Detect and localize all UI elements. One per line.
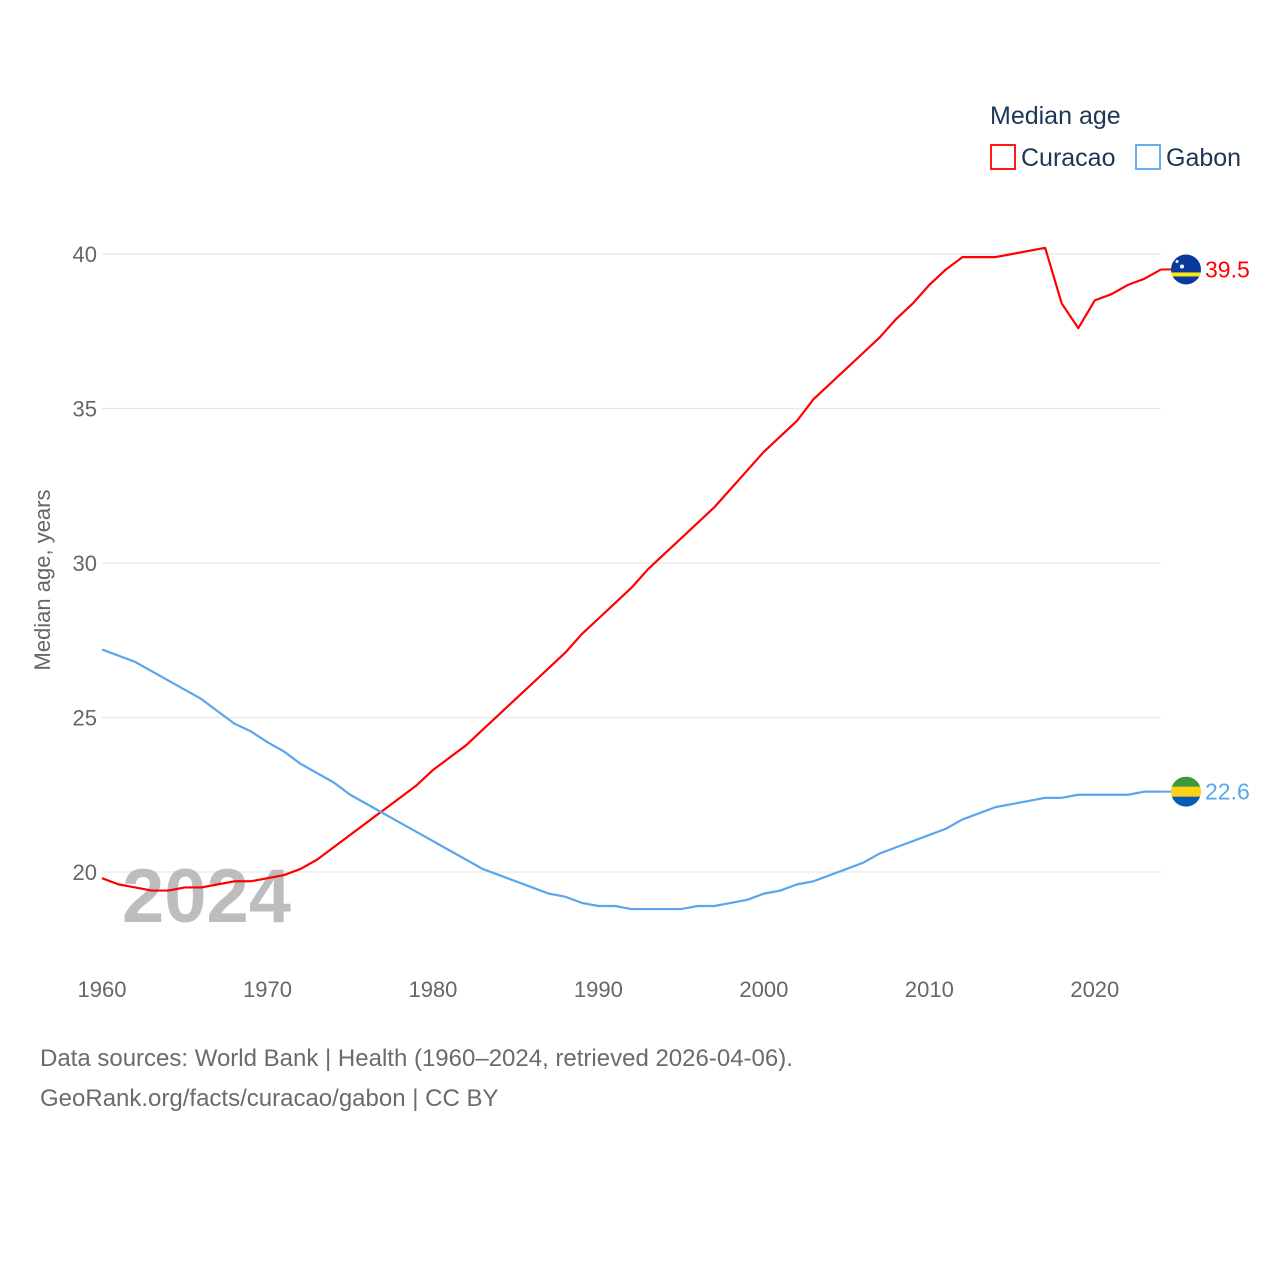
flag-stripe: [1171, 796, 1201, 807]
curacao-flag-icon: [1171, 254, 1201, 285]
flag-star: [1180, 264, 1184, 269]
gabon-flag-icon: [1171, 776, 1201, 807]
flag-stripe: [1171, 786, 1201, 798]
y-tick-label: 20: [73, 860, 97, 885]
legend-swatch: [990, 144, 1016, 170]
x-tick-label: 2020: [1070, 977, 1119, 1002]
y-tick-label: 35: [73, 397, 97, 422]
y-axis-label: Median age, years: [30, 490, 55, 671]
x-tick-label: 2010: [905, 977, 954, 1002]
flag-stripe: [1171, 776, 1201, 788]
year-watermark: 2024: [122, 854, 291, 939]
series-line-gabon: [101, 648, 1161, 911]
legend-label: Curacao: [1021, 144, 1116, 172]
end-value-label: 39.5: [1205, 256, 1250, 282]
end-value-label: 22.6: [1205, 779, 1250, 805]
x-tick-label: 1980: [408, 977, 457, 1002]
legend-title: Median age: [990, 102, 1121, 130]
source-note: Data sources: World Bank | Health (1960–…: [40, 1045, 793, 1072]
y-tick-label: 40: [73, 242, 97, 267]
x-tick-label: 1960: [78, 977, 127, 1002]
x-tick-label: 1990: [574, 977, 623, 1002]
flag-stripe: [1171, 272, 1201, 277]
flag-field: [1171, 254, 1201, 285]
x-tick-label: 2000: [739, 977, 788, 1002]
flag-star: [1175, 259, 1179, 263]
y-tick-label: 30: [73, 551, 97, 576]
y-tick-label: 25: [73, 706, 97, 731]
legend-swatch: [1135, 144, 1161, 170]
legend: Median age Curacao Gabon: [990, 102, 1241, 172]
legend-label: Gabon: [1166, 144, 1241, 172]
series-line-curacao: [101, 246, 1162, 892]
attribution[interactable]: GeoRank.org/facts/curacao/gabon | CC BY: [40, 1085, 499, 1112]
x-tick-label: 1970: [243, 977, 292, 1002]
